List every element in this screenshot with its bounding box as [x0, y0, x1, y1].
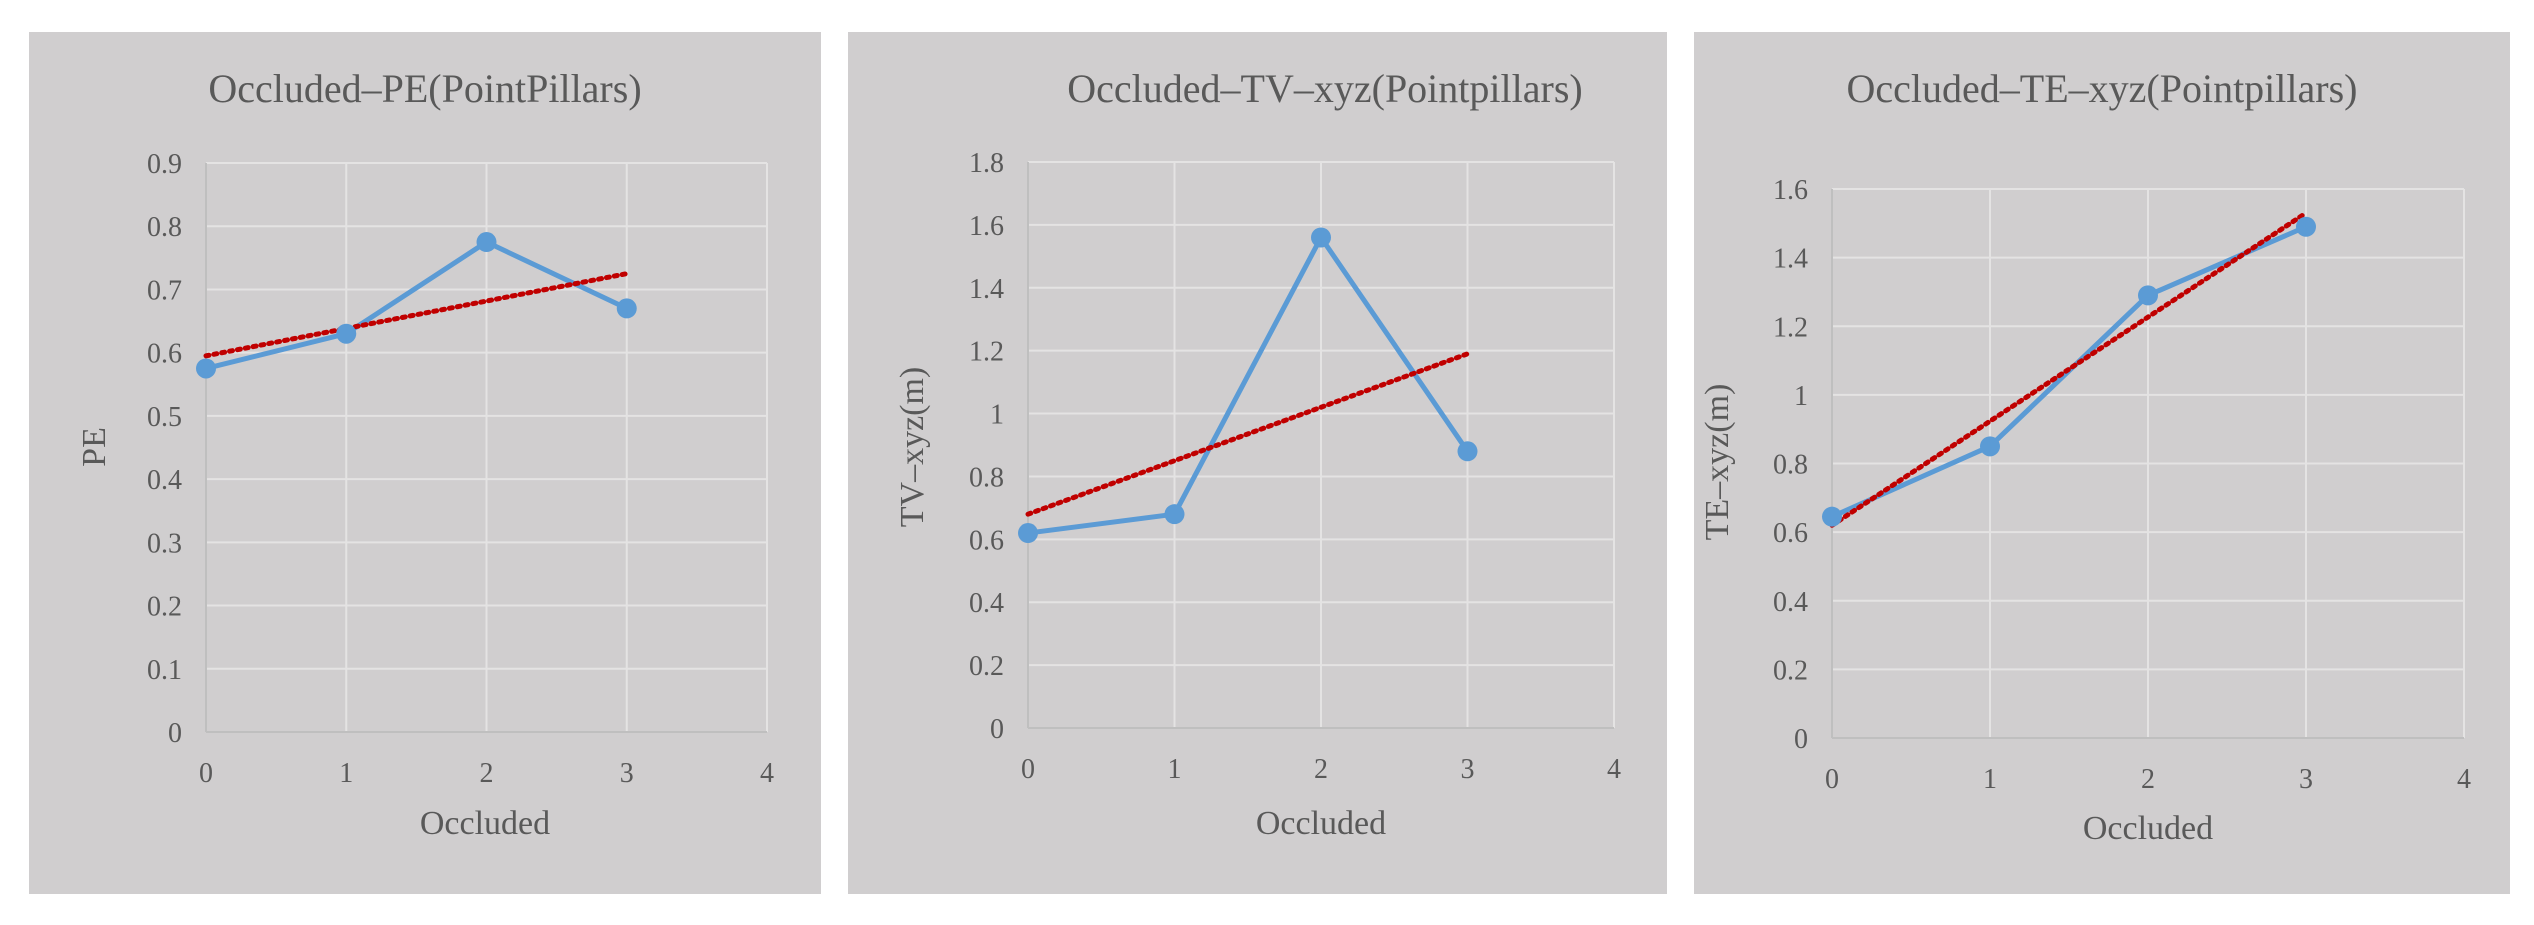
y-tick-label: 1.6: [1773, 175, 1808, 206]
x-tick-label: 2: [1314, 754, 1328, 785]
y-tick-label: 0.2: [147, 592, 182, 623]
data-point: [616, 298, 637, 319]
plot-area: 0 0.2 0.4 0.6 0.8 1 1.2 1.4 1.6 1.8 0 1 2 3 4: [969, 148, 1621, 785]
y-tick-label: 0: [990, 714, 1004, 745]
x-axis-title: Occluded: [420, 805, 550, 842]
data-point: [1822, 506, 1842, 527]
y-tick-label: 0.6: [147, 339, 182, 370]
data-point: [2296, 216, 2316, 237]
y-tick-label: 0.7: [147, 275, 182, 306]
x-tick-label: 1: [1168, 754, 1182, 785]
y-tick-label: 1.8: [969, 148, 1004, 179]
y-axis-title: TE–xyz(m): [1699, 384, 1736, 541]
y-tick-label: 1: [990, 400, 1004, 431]
y-tick-label: 0.4: [969, 588, 1004, 619]
data-point: [1164, 504, 1185, 525]
x-tick-label: 1: [1983, 764, 1997, 795]
y-tick-label: 0.4: [1773, 587, 1808, 618]
x-tick-label: 3: [2299, 764, 2313, 795]
y-tick-label: 1.2: [969, 337, 1004, 368]
y-tick-label: 0.9: [147, 149, 182, 180]
y-tick-label: 0.3: [147, 528, 182, 559]
y-tick-label: 0: [1794, 724, 1808, 755]
chart-title: Occluded–TE–xyz(Pointpillars): [1847, 66, 2358, 111]
y-tick-label: 0.8: [969, 462, 1004, 493]
y-axis-title: PE: [76, 427, 113, 467]
data-point: [196, 358, 216, 379]
chart-panel-te-xyz: Occluded–TE–xyz(Pointpillars) Occluded T…: [1694, 32, 2510, 894]
plot-area: 0 0.1 0.2 0.3 0.4 0.5 0.6 0.7 0.8 0.9 0 1 2 3 4: [147, 149, 774, 789]
x-tick-label: 0: [1021, 754, 1035, 785]
chart-pe: Occluded–PE(PointPillars) Occluded PE 00…: [76, 66, 774, 842]
x-tick-label: 1: [339, 758, 353, 789]
y-tick-label: 0.6: [969, 525, 1004, 556]
chart-title: Occluded–PE(PointPillars): [208, 66, 641, 111]
x-tick-label: 4: [1607, 754, 1621, 785]
y-tick-label: 1.2: [1773, 312, 1808, 343]
data-point: [1311, 227, 1331, 248]
data-point: [476, 232, 497, 253]
data-point: [1980, 436, 2000, 457]
y-tick-label: 0.6: [1773, 518, 1808, 549]
x-tick-label: 4: [2457, 764, 2471, 795]
data-point: [1457, 441, 1478, 462]
x-tick-label: 0: [1825, 764, 1839, 795]
y-tick-label: 0.8: [147, 212, 182, 243]
trendline: [1025, 351, 1470, 517]
y-tick-label: 1.4: [1773, 244, 1808, 275]
y-tick-label: 0: [168, 718, 182, 749]
y-tick-label: 0.1: [147, 655, 182, 686]
data-point: [1018, 523, 1038, 544]
trendline: [203, 271, 630, 359]
x-axis-title: Occluded: [2083, 810, 2213, 847]
y-tick-label: 0.5: [147, 402, 182, 433]
chart-te-xyz: Occluded–TE–xyz(Pointpillars) Occluded T…: [1699, 66, 2471, 847]
data-point: [336, 323, 357, 344]
trendline: [1829, 210, 2309, 528]
plot-area: 0 0.2 0.4 0.6 0.8 1 1.2 1.4 1.6 0 1 2 3 4: [1773, 175, 2471, 795]
x-tick-label: 3: [1461, 754, 1475, 785]
series-line: [205, 239, 628, 371]
y-tick-label: 1.6: [969, 211, 1004, 242]
x-tick-label: 2: [2141, 764, 2155, 795]
series-line: [1027, 234, 1470, 536]
x-tick-label: 3: [620, 758, 634, 789]
chart-panel-tv-xyz: Occluded–TV–xyz(Pointpillars) Occluded T…: [848, 32, 1667, 894]
y-tick-label: 0.2: [1773, 655, 1808, 686]
x-tick-label: 0: [199, 758, 213, 789]
y-tick-label: 0.4: [147, 465, 182, 496]
x-tick-label: 2: [480, 758, 494, 789]
x-axis-title: Occluded: [1256, 805, 1386, 842]
y-tick-label: 0.8: [1773, 450, 1808, 481]
y-tick-label: 1.4: [969, 274, 1004, 305]
y-tick-label: 1: [1794, 381, 1808, 412]
chart-tv-xyz: Occluded–TV–xyz(Pointpillars) Occluded T…: [894, 66, 1621, 842]
y-axis-title: TV–xyz(m): [894, 367, 931, 528]
y-tick-label: 0.2: [969, 651, 1004, 682]
chart-title: Occluded–TV–xyz(Pointpillars): [1067, 66, 1582, 111]
data-point: [2138, 285, 2158, 306]
x-tick-label: 4: [760, 758, 774, 789]
